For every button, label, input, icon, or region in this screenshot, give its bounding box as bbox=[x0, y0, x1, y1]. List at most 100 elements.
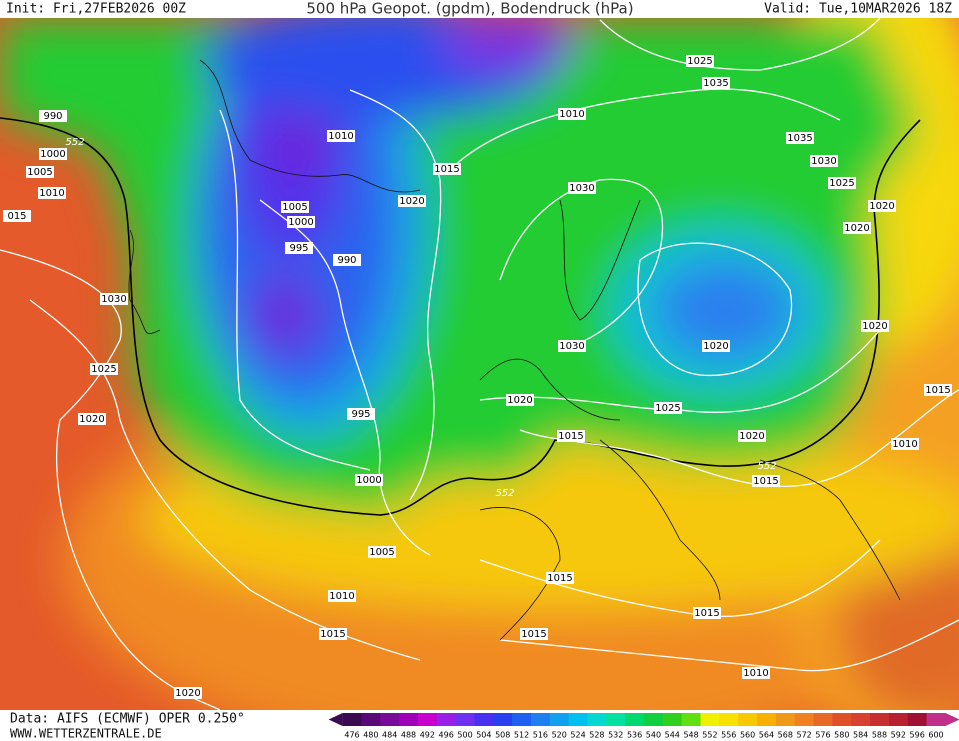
isobar-label: 1020 bbox=[844, 223, 869, 234]
isobar-label: 1000 bbox=[288, 217, 313, 228]
isobar-label-bg bbox=[843, 222, 871, 234]
isobar-label: 1035 bbox=[787, 133, 812, 144]
colorbar-label: 520 bbox=[552, 731, 567, 740]
isobar-label: 1015 bbox=[434, 164, 459, 175]
colorbar-swatch bbox=[361, 713, 381, 726]
isobar-label-bg bbox=[347, 408, 375, 420]
isobar-label: 1020 bbox=[862, 321, 887, 332]
isobar-label: 1030 bbox=[559, 341, 584, 352]
isobar-label: 990 bbox=[43, 111, 62, 122]
isobar-label-bg bbox=[742, 667, 770, 679]
colorbar-swatch bbox=[417, 713, 438, 726]
isobar-label: 1015 bbox=[521, 629, 546, 640]
isobar-label-bg bbox=[546, 572, 574, 584]
isobar-label-bg bbox=[319, 628, 347, 640]
colorbar-label: 532 bbox=[608, 731, 623, 740]
isobar-label: 1020 bbox=[175, 688, 200, 699]
isobar-label-bg bbox=[686, 55, 714, 67]
data-source: Data: AIFS (ECMWF) OPER 0.250° bbox=[10, 712, 245, 727]
isobar-label: 1030 bbox=[101, 294, 126, 305]
isobar-label: 1025 bbox=[655, 403, 680, 414]
colorbar-swatch bbox=[662, 713, 683, 726]
colorbar-swatch bbox=[399, 713, 419, 726]
colorbar-swatch bbox=[738, 713, 758, 726]
isobar-label: 1015 bbox=[547, 573, 572, 584]
isobar-label-bg bbox=[328, 590, 356, 602]
colorbar-label: 516 bbox=[533, 731, 548, 740]
isobar-label-bg bbox=[568, 182, 596, 194]
colorbar-label: 496 bbox=[439, 731, 454, 740]
colorbar-label: 548 bbox=[683, 731, 698, 740]
isobar-label: 995 bbox=[289, 243, 308, 254]
isobar-label: 1025 bbox=[687, 56, 712, 67]
colorbar-label: 488 bbox=[401, 731, 416, 740]
isobar-label: 015 bbox=[7, 211, 26, 222]
colorbar-swatch bbox=[587, 713, 607, 726]
isobar-label-bg bbox=[368, 546, 396, 558]
colorbar-label: 596 bbox=[910, 731, 925, 740]
colorbar-swatch bbox=[568, 713, 588, 726]
isobar-label: 1025 bbox=[829, 178, 854, 189]
colorbar-label: 500 bbox=[457, 731, 472, 740]
isobar-label-bg bbox=[520, 628, 548, 640]
isobar-label: 990 bbox=[337, 255, 356, 266]
isobar-label: 552 bbox=[757, 461, 776, 472]
isobar-label-bg bbox=[78, 413, 106, 425]
isobar-label-bg bbox=[281, 201, 309, 213]
isobar-label-bg bbox=[924, 384, 952, 396]
isobar-label: 1020 bbox=[739, 431, 764, 442]
isobar-label-bg bbox=[398, 195, 426, 207]
colorbar-label: 564 bbox=[759, 731, 774, 740]
colorbar-swatch bbox=[380, 713, 400, 726]
colorbar-swatch bbox=[436, 713, 457, 726]
colorbar-swatch bbox=[813, 713, 833, 726]
colorbar-swatch bbox=[870, 713, 890, 726]
colorbar-swatch bbox=[549, 713, 570, 726]
isobar-label: 1000 bbox=[356, 475, 381, 486]
isobar-label: 1015 bbox=[558, 431, 583, 442]
colorbar-label: 536 bbox=[627, 731, 642, 740]
colorbar-label: 568 bbox=[778, 731, 793, 740]
isobar-label: 552 bbox=[495, 488, 514, 499]
colorbar: 476 480 484 488 492 496 500 504 508 512 516 520 524 5… bbox=[328, 713, 959, 740]
isobar-label-bg bbox=[285, 242, 313, 254]
isobar-label: 552 bbox=[65, 137, 84, 148]
colorbar-swatch bbox=[606, 713, 626, 726]
isobar-label: 1020 bbox=[79, 414, 104, 425]
colorbar-arrow bbox=[945, 713, 959, 726]
contour-552 bbox=[0, 117, 921, 516]
colorbar-label: 508 bbox=[495, 731, 510, 740]
isobar-label-bg bbox=[702, 77, 730, 89]
isobar-label-bg bbox=[100, 293, 128, 305]
colorbar-label: 512 bbox=[514, 731, 529, 740]
colorbar-label: 588 bbox=[872, 731, 887, 740]
isobar-label-bg bbox=[355, 474, 383, 486]
isobar-labels: 990 552 1000 1005 1010 015 1030 1025 1020 1010 100… bbox=[3, 55, 952, 699]
isobar-label-bg bbox=[702, 340, 730, 352]
colorbar-label: 584 bbox=[853, 731, 868, 740]
isobar-label-bg bbox=[26, 166, 54, 178]
isobar-label-bg bbox=[557, 430, 585, 442]
colorbar-swatch bbox=[493, 713, 513, 726]
colorbar-swatch bbox=[474, 713, 494, 726]
colorbar-swatch bbox=[512, 713, 532, 726]
isobar-label: 1005 bbox=[369, 547, 394, 558]
colorbar-swatch bbox=[888, 713, 909, 726]
isobar-label: 1010 bbox=[559, 109, 584, 120]
colorbar-label: 480 bbox=[363, 731, 378, 740]
isobar-label: 1030 bbox=[811, 156, 836, 167]
isobar-label: 1010 bbox=[743, 668, 768, 679]
colorbar-label: 600 bbox=[928, 731, 943, 740]
isobar-label-bg bbox=[654, 402, 682, 414]
isobar-label-bg bbox=[287, 216, 315, 228]
isobar-label-bg bbox=[506, 394, 534, 406]
isobar-label: 1010 bbox=[39, 188, 64, 199]
valid-time: Valid: Tue,10MAR2026 18Z bbox=[764, 2, 952, 17]
colorbar-label: 580 bbox=[834, 731, 849, 740]
coastlines bbox=[128, 59, 901, 641]
colorbar-swatch bbox=[775, 713, 796, 726]
colorbar-swatch bbox=[832, 713, 852, 726]
